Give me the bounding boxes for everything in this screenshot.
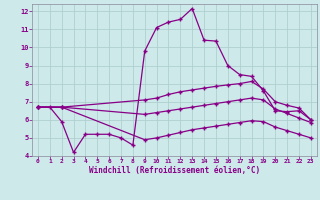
X-axis label: Windchill (Refroidissement éolien,°C): Windchill (Refroidissement éolien,°C) [89, 166, 260, 175]
